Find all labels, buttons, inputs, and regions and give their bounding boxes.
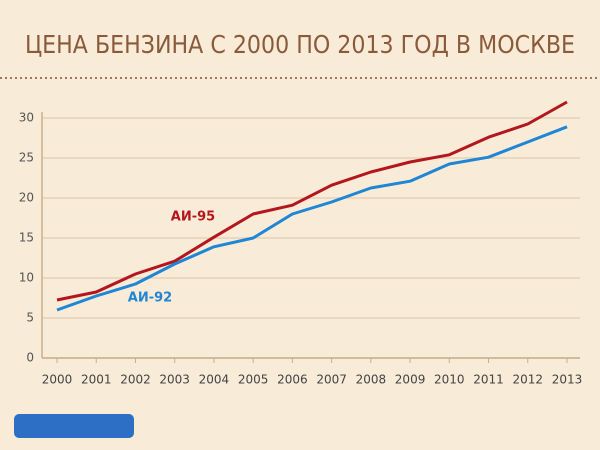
chart-title: ЦЕНА БЕНЗИНА С 2000 ПО 2013 ГОД В МОСКВЕ <box>25 30 575 59</box>
logo-box <box>14 414 134 438</box>
x-tick-label: 2007 <box>316 373 347 387</box>
x-tick-label: 2010 <box>434 373 465 387</box>
x-tick-label: 2006 <box>277 373 308 387</box>
y-tick-label: 10 <box>19 271 34 285</box>
x-tick-label: 2009 <box>395 373 426 387</box>
x-tick-label: 2011 <box>473 373 504 387</box>
x-tick-label: 2003 <box>159 373 190 387</box>
y-tick-label: 25 <box>19 151 34 165</box>
x-tick-label: 2000 <box>42 373 73 387</box>
x-tick-label: 2004 <box>199 373 230 387</box>
series-line <box>56 125 568 312</box>
series-label: АИ-92 <box>128 291 172 306</box>
x-tick-label: 2005 <box>238 373 269 387</box>
y-tick-label: 0 <box>26 351 34 365</box>
x-tick-label: 2013 <box>552 373 583 387</box>
series-label: АИ-95 <box>171 210 215 225</box>
x-tick-label: 2001 <box>81 373 112 387</box>
y-tick-label: 30 <box>19 111 34 125</box>
y-tick-label: 15 <box>19 231 34 245</box>
y-tick-label: 5 <box>26 311 34 325</box>
x-tick-label: 2008 <box>356 373 387 387</box>
series-line <box>56 100 568 302</box>
x-tick-label: 2002 <box>120 373 151 387</box>
x-tick-label: 2012 <box>512 373 543 387</box>
y-tick-label: 20 <box>19 191 34 205</box>
